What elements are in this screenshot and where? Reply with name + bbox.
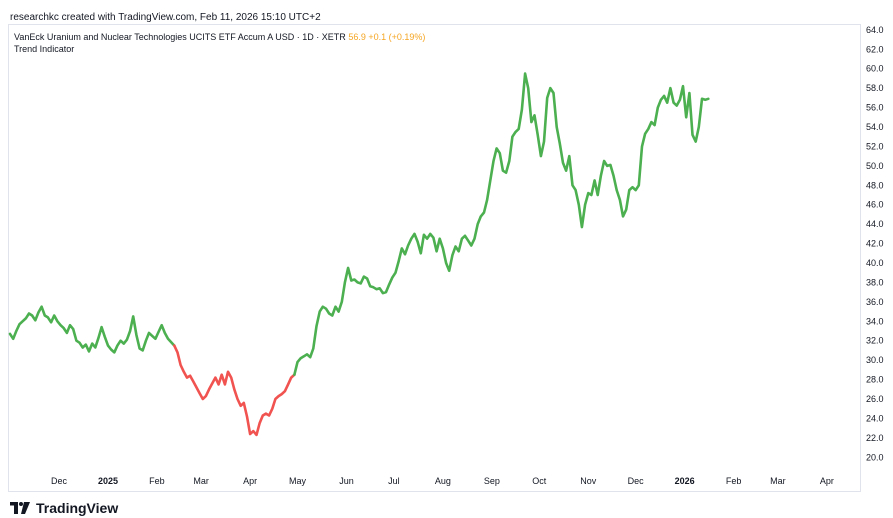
last-price: 56.9	[348, 32, 366, 42]
x-tick-label: Aug	[435, 476, 451, 486]
y-tick-label: 38.0	[866, 277, 884, 287]
symbol-title[interactable]: VanEck Uranium and Nuclear Technologies …	[14, 32, 346, 42]
y-tick-label: 30.0	[866, 355, 884, 365]
y-tick-label: 44.0	[866, 219, 884, 229]
y-tick-label: 64.0	[866, 25, 884, 35]
chart-frame[interactable]	[8, 24, 861, 492]
x-tick-label: 2025	[98, 476, 118, 486]
y-tick-label: 24.0	[866, 413, 884, 423]
price-change: +0.1 (+0.19%)	[368, 32, 426, 42]
y-tick-label: 50.0	[866, 161, 884, 171]
y-tick-label: 58.0	[866, 83, 884, 93]
y-tick-label: 20.0	[866, 452, 884, 462]
tradingview-logo-text: TradingView	[36, 500, 119, 516]
x-tick-label: Mar	[193, 476, 209, 486]
x-tick-label: Jun	[339, 476, 354, 486]
x-tick-label: Jul	[388, 476, 400, 486]
x-tick-label: 2026	[675, 476, 695, 486]
y-tick-label: 46.0	[866, 200, 884, 210]
y-tick-label: 42.0	[866, 239, 884, 249]
x-tick-label: Feb	[149, 476, 165, 486]
y-tick-label: 26.0	[866, 394, 884, 404]
x-tick-label: Sep	[484, 476, 500, 486]
x-tick-label: Feb	[726, 476, 742, 486]
x-tick-label: Dec	[628, 476, 645, 486]
trend-line-down	[173, 344, 296, 437]
indicator-label[interactable]: Trend Indicator	[14, 44, 75, 54]
tradingview-logo-icon	[10, 501, 30, 514]
y-tick-label: 56.0	[866, 103, 884, 113]
y-tick-label: 54.0	[866, 122, 884, 132]
tradingview-logo[interactable]: TradingView	[10, 500, 118, 516]
y-tick-label: 52.0	[866, 141, 884, 151]
x-tick-label: Apr	[820, 476, 834, 486]
trend-line-up	[293, 72, 710, 377]
x-tick-label: Nov	[580, 476, 597, 486]
y-tick-label: 48.0	[866, 180, 884, 190]
y-tick-label: 62.0	[866, 44, 884, 54]
x-tick-label: Dec	[51, 476, 68, 486]
y-tick-label: 28.0	[866, 375, 884, 385]
x-tick-label: May	[289, 476, 307, 486]
y-tick-label: 60.0	[866, 64, 884, 74]
y-tick-label: 34.0	[866, 316, 884, 326]
y-tick-label: 22.0	[866, 433, 884, 443]
x-tick-label: Mar	[770, 476, 786, 486]
x-tick-label: Apr	[243, 476, 257, 486]
y-tick-label: 40.0	[866, 258, 884, 268]
chart-caption: researchkc created with TradingView.com,…	[10, 12, 321, 23]
trend-line-up	[8, 305, 176, 354]
x-tick-label: Oct	[532, 476, 547, 486]
legend-title-row: VanEck Uranium and Nuclear Technologies …	[14, 31, 425, 43]
y-tick-label: 32.0	[866, 336, 884, 346]
chart-legend: VanEck Uranium and Nuclear Technologies …	[14, 31, 425, 55]
y-tick-label: 36.0	[866, 297, 884, 307]
